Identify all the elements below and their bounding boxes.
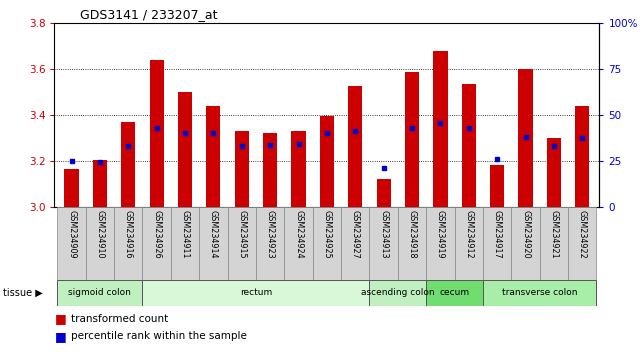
Bar <box>369 207 398 280</box>
Bar <box>142 280 369 306</box>
Bar <box>93 160 107 207</box>
Bar <box>57 280 142 306</box>
Bar <box>57 207 86 280</box>
Text: GSM234916: GSM234916 <box>124 210 133 258</box>
Text: ascending colon: ascending colon <box>361 289 435 297</box>
Bar <box>256 207 285 280</box>
Text: GSM234918: GSM234918 <box>408 210 417 258</box>
Bar <box>263 133 278 207</box>
Text: ■: ■ <box>54 330 66 343</box>
Text: transverse colon: transverse colon <box>502 289 578 297</box>
Bar <box>348 86 362 207</box>
Text: GSM234925: GSM234925 <box>322 210 331 259</box>
Bar <box>483 280 597 306</box>
Text: GSM234919: GSM234919 <box>436 210 445 259</box>
Bar <box>568 207 597 280</box>
Bar <box>228 207 256 280</box>
Bar <box>433 51 447 207</box>
Bar <box>292 131 306 207</box>
Bar <box>142 207 171 280</box>
Bar <box>341 207 369 280</box>
Bar <box>454 207 483 280</box>
Text: GSM234913: GSM234913 <box>379 210 388 258</box>
Text: GSM234927: GSM234927 <box>351 210 360 259</box>
Bar <box>199 207 228 280</box>
Bar <box>320 116 334 207</box>
Text: GSM234910: GSM234910 <box>96 210 104 258</box>
Bar <box>540 207 568 280</box>
Bar <box>235 131 249 207</box>
Text: GSM234920: GSM234920 <box>521 210 530 259</box>
Bar <box>171 207 199 280</box>
Bar <box>114 207 142 280</box>
Text: GSM234909: GSM234909 <box>67 210 76 259</box>
Text: GSM234911: GSM234911 <box>181 210 190 258</box>
Bar <box>121 122 135 207</box>
Bar <box>64 169 79 207</box>
Text: GSM234926: GSM234926 <box>152 210 161 259</box>
Text: transformed count: transformed count <box>71 314 168 324</box>
Text: GSM234921: GSM234921 <box>549 210 558 259</box>
Bar <box>490 165 504 207</box>
Bar <box>149 60 163 207</box>
Bar <box>426 280 483 306</box>
Bar <box>519 69 533 207</box>
Text: GSM234912: GSM234912 <box>464 210 473 259</box>
Text: GSM234922: GSM234922 <box>578 210 587 259</box>
Text: percentile rank within the sample: percentile rank within the sample <box>71 331 246 341</box>
Bar <box>398 207 426 280</box>
Text: sigmoid colon: sigmoid colon <box>69 289 131 297</box>
Text: GSM234917: GSM234917 <box>493 210 502 259</box>
Bar <box>405 73 419 207</box>
Text: GDS3141 / 233207_at: GDS3141 / 233207_at <box>80 8 218 21</box>
Bar <box>369 280 426 306</box>
Bar <box>86 207 114 280</box>
Bar <box>313 207 341 280</box>
Text: GSM234915: GSM234915 <box>237 210 246 259</box>
Text: GSM234924: GSM234924 <box>294 210 303 259</box>
Bar <box>285 207 313 280</box>
Text: ■: ■ <box>54 312 66 325</box>
Text: GSM234923: GSM234923 <box>265 210 274 259</box>
Text: rectum: rectum <box>240 289 272 297</box>
Bar <box>426 207 454 280</box>
Bar <box>547 138 561 207</box>
Bar <box>462 84 476 207</box>
Bar <box>575 106 590 207</box>
Text: GSM234914: GSM234914 <box>209 210 218 258</box>
Bar <box>178 92 192 207</box>
Bar <box>376 179 391 207</box>
Bar <box>206 106 221 207</box>
Bar <box>512 207 540 280</box>
Bar <box>483 207 512 280</box>
Text: tissue ▶: tissue ▶ <box>3 288 43 298</box>
Text: cecum: cecum <box>440 289 470 297</box>
